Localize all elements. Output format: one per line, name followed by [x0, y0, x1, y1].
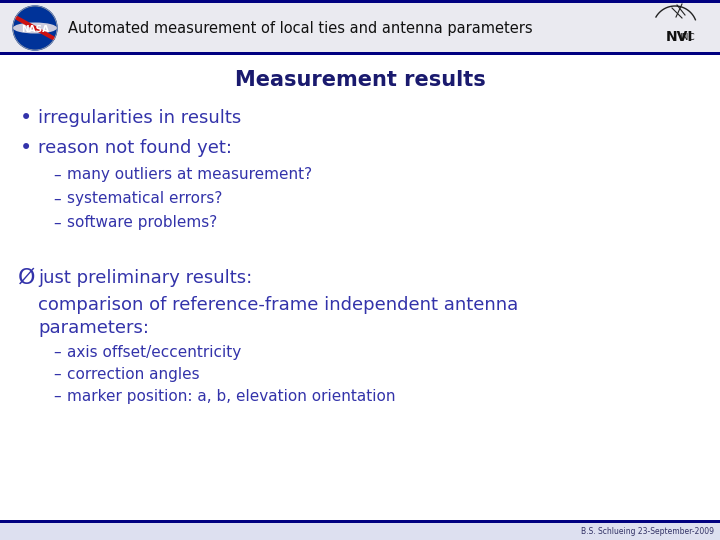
Circle shape: [13, 6, 57, 50]
Ellipse shape: [13, 23, 57, 33]
Text: marker position: a, b, elevation orientation: marker position: a, b, elevation orienta…: [67, 388, 395, 403]
Text: axis offset/eccentricity: axis offset/eccentricity: [67, 345, 241, 360]
Bar: [0, 0, 720, 55]
Bar: [0, 520, 720, 523]
Text: irregularities in results: irregularities in results: [38, 109, 241, 127]
Bar: [0, 523, 720, 540]
Text: NASA: NASA: [21, 24, 49, 33]
Text: –: –: [53, 388, 60, 403]
Text: –: –: [53, 192, 60, 206]
Text: INC: INC: [679, 33, 695, 42]
Text: software problems?: software problems?: [67, 215, 217, 231]
Text: –: –: [53, 345, 60, 360]
Bar: [0, 0, 720, 3]
Text: reason not found yet:: reason not found yet:: [38, 139, 232, 157]
Text: –: –: [53, 215, 60, 231]
Text: parameters:: parameters:: [38, 319, 149, 337]
Text: many outliers at measurement?: many outliers at measurement?: [67, 167, 312, 183]
Text: Automated measurement of local ties and antenna parameters: Automated measurement of local ties and …: [68, 21, 533, 36]
Text: B.S. Schlueing 23-September-2009: B.S. Schlueing 23-September-2009: [581, 526, 714, 536]
Bar: [0, 52, 720, 55]
Text: correction angles: correction angles: [67, 367, 199, 381]
Text: comparison of reference-frame independent antenna: comparison of reference-frame independen…: [38, 296, 518, 314]
Text: –: –: [53, 167, 60, 183]
Text: systematical errors?: systematical errors?: [67, 192, 222, 206]
Text: Ø: Ø: [18, 268, 35, 288]
Text: •: •: [20, 138, 32, 158]
Text: Measurement results: Measurement results: [235, 70, 485, 90]
Text: –: –: [53, 367, 60, 381]
Text: •: •: [20, 108, 32, 128]
Text: NVI: NVI: [666, 30, 693, 44]
Text: just preliminary results:: just preliminary results:: [38, 269, 252, 287]
